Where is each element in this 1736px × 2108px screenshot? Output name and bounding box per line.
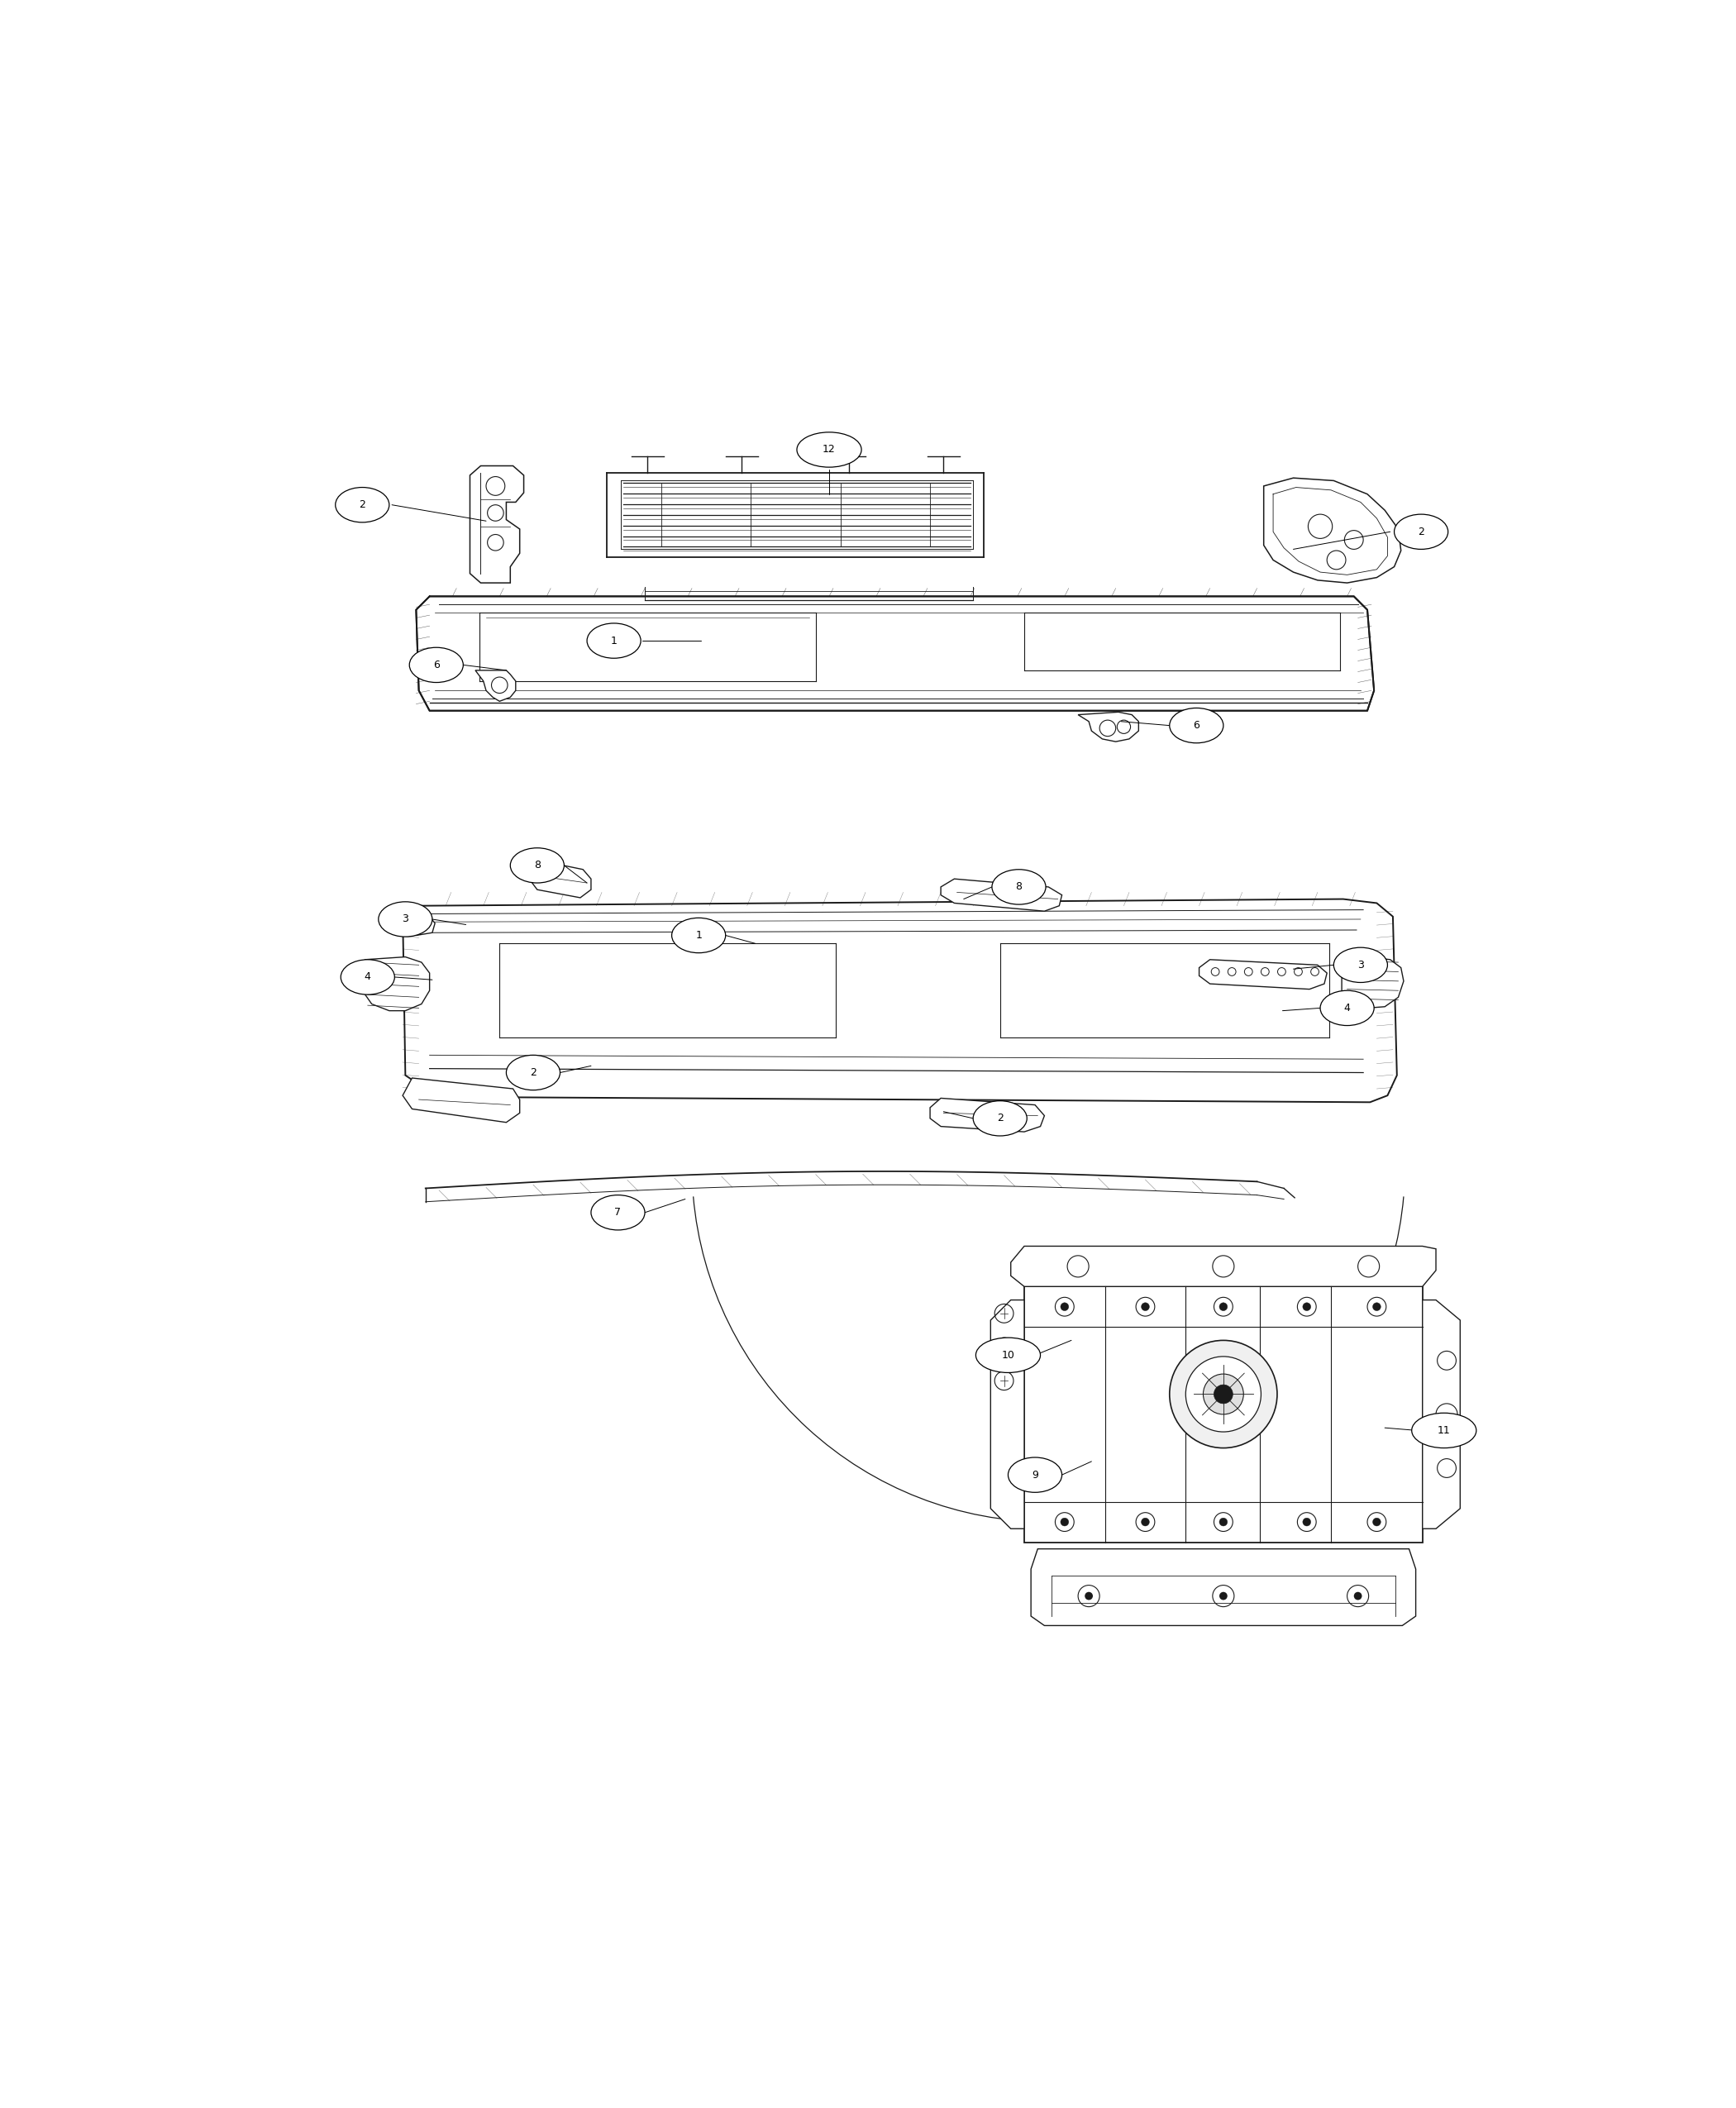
Polygon shape [608, 472, 984, 557]
Polygon shape [1024, 1286, 1422, 1543]
Ellipse shape [590, 1195, 644, 1231]
Polygon shape [529, 860, 590, 898]
Text: 2: 2 [1418, 527, 1424, 538]
Polygon shape [389, 911, 436, 936]
Polygon shape [470, 466, 524, 584]
Circle shape [1170, 1341, 1278, 1448]
Text: 4: 4 [365, 972, 372, 982]
Ellipse shape [507, 1056, 561, 1090]
Ellipse shape [1394, 514, 1448, 550]
Text: 6: 6 [432, 660, 439, 670]
Polygon shape [1031, 1549, 1417, 1625]
Circle shape [1302, 1518, 1311, 1526]
Circle shape [1186, 1355, 1260, 1431]
Text: 3: 3 [1358, 959, 1364, 970]
Ellipse shape [335, 487, 389, 523]
Polygon shape [363, 957, 429, 1010]
Circle shape [1219, 1592, 1227, 1600]
Text: 4: 4 [1344, 1003, 1351, 1014]
Polygon shape [417, 597, 1375, 710]
Circle shape [1085, 1592, 1094, 1600]
Text: 2: 2 [996, 1113, 1003, 1124]
Text: 12: 12 [823, 445, 835, 455]
Text: 9: 9 [1031, 1469, 1038, 1480]
Text: 10: 10 [1002, 1349, 1014, 1360]
Circle shape [1061, 1303, 1069, 1311]
Polygon shape [930, 1098, 1045, 1132]
Ellipse shape [510, 847, 564, 883]
Text: 7: 7 [615, 1208, 621, 1218]
Text: 11: 11 [1437, 1425, 1451, 1436]
Ellipse shape [1170, 708, 1224, 742]
Polygon shape [1342, 957, 1404, 1008]
Circle shape [1302, 1303, 1311, 1311]
Polygon shape [1200, 959, 1326, 989]
Polygon shape [1010, 1246, 1436, 1286]
Polygon shape [941, 879, 1062, 911]
Circle shape [1219, 1518, 1227, 1526]
Text: 6: 6 [1193, 721, 1200, 731]
Polygon shape [1078, 713, 1139, 742]
Ellipse shape [976, 1339, 1040, 1372]
Text: 2: 2 [529, 1067, 536, 1077]
Ellipse shape [1333, 946, 1387, 982]
Ellipse shape [1319, 991, 1375, 1024]
Polygon shape [403, 898, 1397, 1102]
Ellipse shape [797, 432, 861, 468]
Circle shape [1203, 1374, 1243, 1414]
Circle shape [1061, 1518, 1069, 1526]
Polygon shape [1422, 1301, 1460, 1528]
Polygon shape [1264, 479, 1401, 584]
Text: 1: 1 [696, 930, 701, 940]
Circle shape [1141, 1518, 1149, 1526]
Text: 1: 1 [611, 635, 618, 647]
Ellipse shape [1009, 1457, 1062, 1492]
Circle shape [1354, 1592, 1363, 1600]
Polygon shape [991, 1301, 1024, 1528]
Text: 3: 3 [403, 915, 408, 925]
Ellipse shape [340, 959, 394, 995]
Circle shape [1141, 1303, 1149, 1311]
Text: 8: 8 [535, 860, 540, 871]
Polygon shape [403, 1077, 519, 1121]
Ellipse shape [378, 902, 432, 936]
Ellipse shape [1411, 1412, 1476, 1448]
Circle shape [1213, 1385, 1233, 1404]
Circle shape [1219, 1303, 1227, 1311]
Polygon shape [476, 670, 516, 702]
Text: 2: 2 [359, 500, 366, 510]
Circle shape [1373, 1518, 1380, 1526]
Ellipse shape [410, 647, 464, 683]
Text: 8: 8 [1016, 881, 1023, 892]
Ellipse shape [991, 868, 1045, 904]
Circle shape [1373, 1303, 1380, 1311]
Ellipse shape [587, 624, 641, 658]
Ellipse shape [974, 1100, 1028, 1136]
Ellipse shape [672, 917, 726, 953]
